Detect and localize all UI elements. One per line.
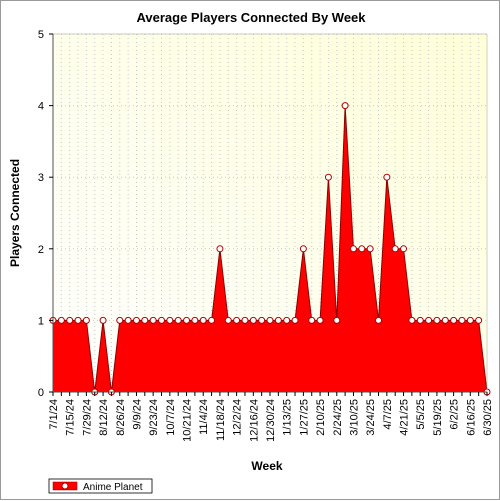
data-point [57,316,65,324]
data-point [416,316,424,324]
data-point [249,316,257,324]
y-tick-label: 0 [38,387,44,399]
data-point [383,173,391,181]
legend-marker [61,482,69,490]
x-tick-label: 4/21/25 [399,399,411,436]
data-point [116,316,124,324]
x-tick-label: 9/23/24 [148,399,160,436]
data-point [283,316,291,324]
data-point [208,316,216,324]
x-tick-label: 11/18/24 [215,399,227,441]
data-point [341,102,349,110]
data-point [425,316,433,324]
data-point [433,316,441,324]
data-point [441,316,449,324]
x-tick-label: 6/30/25 [482,399,494,436]
data-point [82,316,90,324]
x-tick-label: 1/13/25 [282,399,294,436]
legend-label: Anime Planet [83,482,143,493]
data-point [358,245,366,253]
x-tick-label: 11/4/24 [198,399,210,435]
data-point [141,316,149,324]
x-tick-label: 5/5/25 [415,399,427,430]
chart-title: Average Players Connected By Week [136,10,366,25]
x-tick-label: 12/16/24 [248,399,260,442]
y-tick-label: 4 [38,101,44,113]
x-tick-label: 3/10/25 [348,399,360,436]
y-tick-label: 3 [38,172,44,184]
data-point [333,316,341,324]
data-point [466,316,474,324]
x-tick-label: 8/26/24 [115,399,127,436]
y-tick-label: 1 [38,315,44,327]
x-tick-label: 10/21/24 [182,399,194,442]
x-tick-label: 5/19/25 [432,399,444,436]
x-tick-label: 2/24/25 [332,399,344,436]
x-tick-label: 2/10/25 [315,399,327,436]
data-point [458,316,466,324]
data-point [308,316,316,324]
data-point [375,316,382,324]
data-point [99,316,107,324]
legend: Anime Planet [48,478,153,494]
data-point [324,173,332,181]
x-axis-label: Week [251,459,282,473]
data-point [66,316,74,324]
x-tick-label: 7/15/24 [65,399,77,436]
x-tick-label: 7/29/24 [81,399,93,436]
x-tick-label: 12/30/24 [265,399,277,442]
data-point [233,316,241,324]
data-point [149,316,157,324]
data-point [258,316,266,324]
x-tick-label: 7/1/24 [48,399,60,430]
data-point [224,316,232,324]
data-point [166,316,174,324]
x-tick-label: 12/2/24 [232,399,244,436]
x-tick-label: 1/27/25 [298,399,310,436]
x-tick-label: 10/7/24 [165,399,177,436]
x-tick-label: 9/9/24 [131,399,143,430]
data-point [391,245,399,253]
data-point [183,316,191,324]
data-point [216,245,224,253]
data-point [241,316,249,324]
data-point [299,245,307,253]
data-point [450,316,458,324]
data-point [349,245,357,253]
data-point [132,316,140,324]
data-point [266,316,274,324]
data-point [191,316,199,324]
data-point [291,316,299,324]
data-point [158,316,165,324]
x-tick-label: 8/12/24 [98,399,110,436]
data-point [475,316,483,324]
y-tick-label: 5 [38,29,44,41]
x-tick-label: 6/2/25 [449,399,461,430]
y-tick-label: 2 [38,244,44,256]
data-point [408,316,416,324]
data-point [124,316,132,324]
data-point [400,245,408,253]
series-markers [49,102,491,396]
data-point [274,316,282,324]
x-tick-label: 4/7/25 [382,399,394,430]
data-point [199,316,207,324]
data-point [174,316,182,324]
x-tick-label: 6/16/25 [465,399,477,436]
data-point [366,245,374,253]
x-ticks: 7/1/24 7/15/24 7/29/24 8/12/24 8/26/24 9/9/24… [48,392,494,442]
data-point [316,316,324,324]
data-point [74,316,82,324]
y-axis-label: Players Connected [8,159,22,267]
x-tick-label: 3/24/25 [365,399,377,436]
y-ticks: 0 1 2 3 4 5 [38,29,53,399]
